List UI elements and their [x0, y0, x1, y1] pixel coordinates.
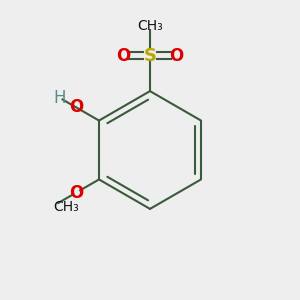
Text: O: O: [116, 47, 130, 65]
Text: O: O: [69, 184, 83, 202]
Text: O: O: [169, 47, 184, 65]
Text: S: S: [143, 47, 157, 65]
Text: H: H: [53, 89, 66, 107]
Text: CH₃: CH₃: [53, 200, 79, 214]
Text: O: O: [69, 98, 83, 116]
Text: CH₃: CH₃: [137, 19, 163, 33]
